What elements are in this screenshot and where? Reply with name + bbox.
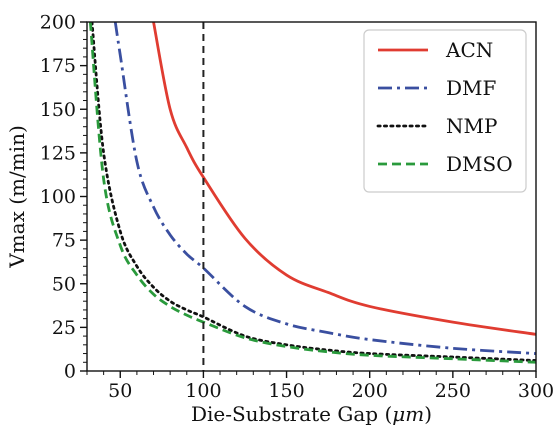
series-line-nmp xyxy=(90,22,536,362)
legend-box xyxy=(363,29,527,193)
ticks-layer: 50 100 150 200 250 300 0 25 50 75 100 125 150 175 200 xyxy=(40,12,554,403)
x-axis-title-suffix: ) xyxy=(424,402,432,426)
y-tick-label: 25 xyxy=(52,317,76,339)
x-axis-title-prefix: Die-Substrate Gap ( xyxy=(191,402,392,426)
series-line-dmso xyxy=(88,22,536,364)
series-layer xyxy=(88,22,536,364)
y-tick-label: 200 xyxy=(40,12,76,34)
y-tick-label: 75 xyxy=(52,230,76,252)
y-tick-label: 175 xyxy=(40,55,76,77)
y-axis-title: Vmax (m/min) xyxy=(5,125,29,269)
y-tick-label: 50 xyxy=(52,273,76,295)
legend-label-dmso: DMSO xyxy=(446,152,513,176)
series-line-dmf xyxy=(113,22,536,355)
y-tick-label: 0 xyxy=(64,361,76,383)
x-axis-title-unit: μm xyxy=(392,402,424,426)
x-tick-label: 250 xyxy=(435,380,471,402)
x-tick-label: 150 xyxy=(268,380,304,402)
x-tick-label: 200 xyxy=(352,380,388,402)
x-axis-title: Die-Substrate Gap (μm) xyxy=(191,402,432,426)
legend-label-nmp: NMP xyxy=(446,114,497,138)
x-tick-label: 300 xyxy=(518,380,554,402)
y-tick-label: 125 xyxy=(40,142,76,164)
y-tick-label: 100 xyxy=(40,186,76,208)
legend-label-acn: ACN xyxy=(445,38,493,62)
x-tick-label: 100 xyxy=(185,380,221,402)
legend-label-dmf: DMF xyxy=(446,76,497,100)
y-tick-label: 150 xyxy=(40,99,76,121)
series-line-acn xyxy=(152,22,536,336)
legend: ACN DMF NMP DMSO xyxy=(363,29,527,193)
x-tick-label: 50 xyxy=(108,380,132,402)
